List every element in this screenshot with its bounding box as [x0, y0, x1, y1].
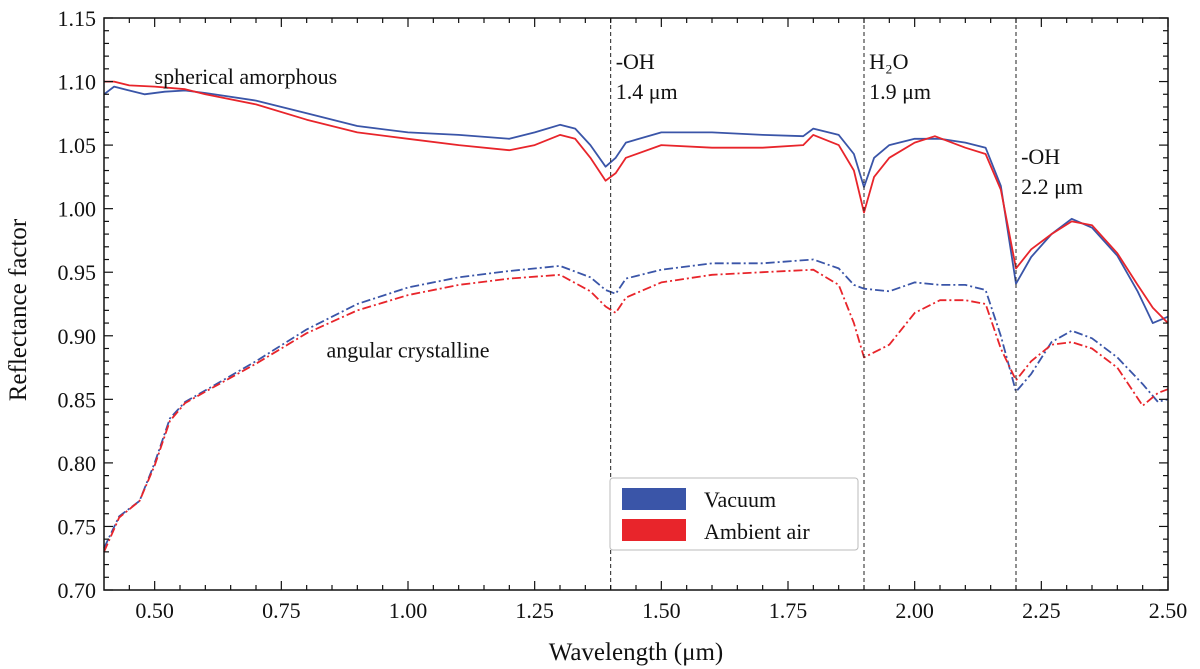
x-tick-label: 1.25	[515, 598, 554, 623]
y-axis-label: Reflectance factor	[5, 218, 32, 401]
x-tick-label: 2.00	[895, 598, 934, 623]
legend-label-vacuum: Vacuum	[704, 487, 776, 512]
y-tick-label: 0.75	[58, 514, 97, 539]
y-tick-label: 1.05	[58, 133, 97, 158]
legend-swatch-vacuum	[622, 488, 686, 510]
x-axis-label: Wavelength (μm)	[549, 639, 724, 666]
legend-label-ambient-air: Ambient air	[704, 519, 810, 544]
y-tick-label: 1.15	[58, 6, 97, 31]
y-tick-label: 0.95	[58, 260, 97, 285]
series-line-0	[103, 85, 1169, 324]
series-line-1	[104, 80, 1169, 324]
x-tick-labels: 0.50 0.75 1.00 1.25 1.50 1.75 2.00 2.25 2.50	[135, 598, 1187, 623]
x-tick-label: 1.50	[642, 598, 681, 623]
x-tick-label: 2.25	[1022, 598, 1061, 623]
y-tick-label: 0.85	[58, 387, 97, 412]
legend: Vacuum Ambient air	[609, 477, 859, 551]
series-line-2	[103, 258, 1169, 549]
annotation-h2o19-line-1: 1.9 μm	[869, 79, 931, 104]
y-tick-label: 0.70	[58, 578, 97, 603]
legend-swatch-ambient-air	[622, 519, 686, 541]
annotation-oh22-line-0: -OH	[1021, 144, 1060, 169]
annotation-oh14-line-1: 1.4 μm	[616, 79, 678, 104]
y-tick-label: 0.90	[58, 324, 97, 349]
group-label-spherical: spherical amorphous	[155, 64, 338, 89]
series-lines	[103, 80, 1169, 553]
series-line-3	[103, 268, 1169, 553]
y-tick-label: 0.80	[58, 451, 97, 476]
x-tick-label: 1.75	[769, 598, 808, 623]
annotation-h2o19-line-0: H₂O	[869, 49, 908, 74]
axis-ticks	[104, 17, 1169, 591]
y-tick-labels: 0.70 0.75 0.80 0.85 0.90 0.95 1.00 1.05 1.10 1.15	[58, 6, 97, 603]
x-tick-label: 1.00	[389, 598, 428, 623]
y-tick-label: 1.10	[58, 70, 97, 95]
y-tick-label: 1.00	[58, 197, 97, 222]
group-labels: spherical amorphous angular crystalline	[155, 64, 490, 362]
x-tick-label: 0.75	[262, 598, 301, 623]
x-tick-label: 2.50	[1149, 598, 1188, 623]
group-label-angular: angular crystalline	[326, 337, 489, 362]
annotation-oh22-line-1: 2.2 μm	[1021, 174, 1083, 199]
annotations: -OH 1.4 μm H₂O 1.9 μm -OH 2.2 μm	[616, 49, 1083, 199]
x-tick-label: 0.50	[135, 598, 174, 623]
annotation-oh14-line-0: -OH	[616, 49, 655, 74]
